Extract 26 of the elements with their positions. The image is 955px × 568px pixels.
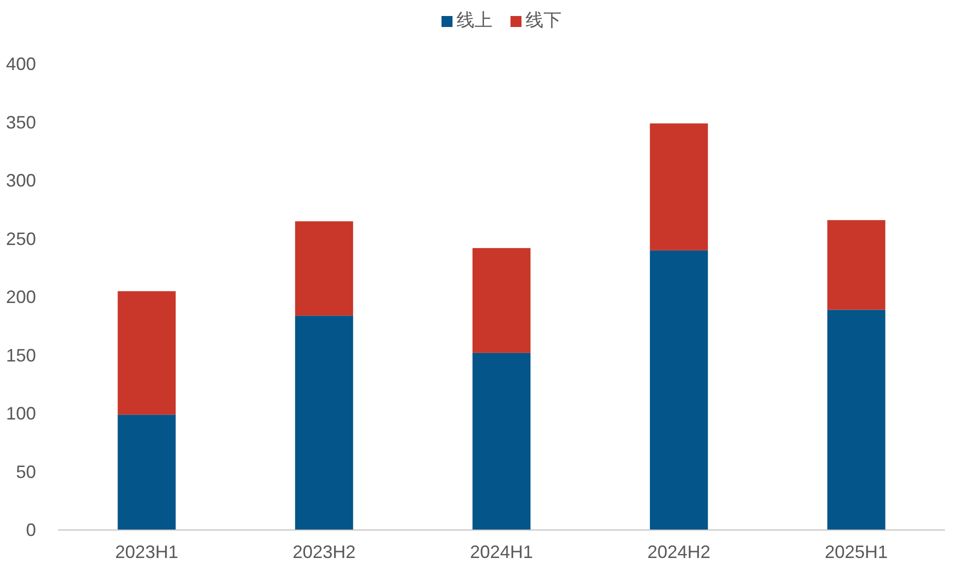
y-tick-label: 350 xyxy=(6,112,36,132)
bar xyxy=(472,352,530,530)
bar xyxy=(827,310,886,530)
bar xyxy=(295,221,354,316)
legend-label: 线上 xyxy=(456,10,492,30)
x-tick-label: 2023H2 xyxy=(292,542,356,562)
bar xyxy=(827,220,886,310)
y-tick-label: 250 xyxy=(6,228,36,249)
x-tick-label: 2024H1 xyxy=(470,542,534,562)
y-tick-label: 100 xyxy=(6,404,36,424)
bar xyxy=(118,414,176,530)
y-tick-label: 150 xyxy=(6,345,36,366)
x-tick-label: 2025H1 xyxy=(824,542,888,562)
bar xyxy=(472,248,530,353)
x-tick-label: 2024H2 xyxy=(647,542,710,562)
y-tick-label: 200 xyxy=(6,287,36,307)
y-tick-label: 50 xyxy=(16,462,36,482)
legend-label: 线下 xyxy=(526,10,562,30)
bar xyxy=(118,291,176,415)
bar xyxy=(295,316,354,530)
bar xyxy=(650,250,708,530)
bar xyxy=(650,123,708,250)
y-tick-label: 0 xyxy=(26,520,36,540)
x-tick-label: 2023H1 xyxy=(115,542,178,562)
y-tick-label: 400 xyxy=(6,54,36,74)
y-tick-label: 300 xyxy=(6,170,36,190)
